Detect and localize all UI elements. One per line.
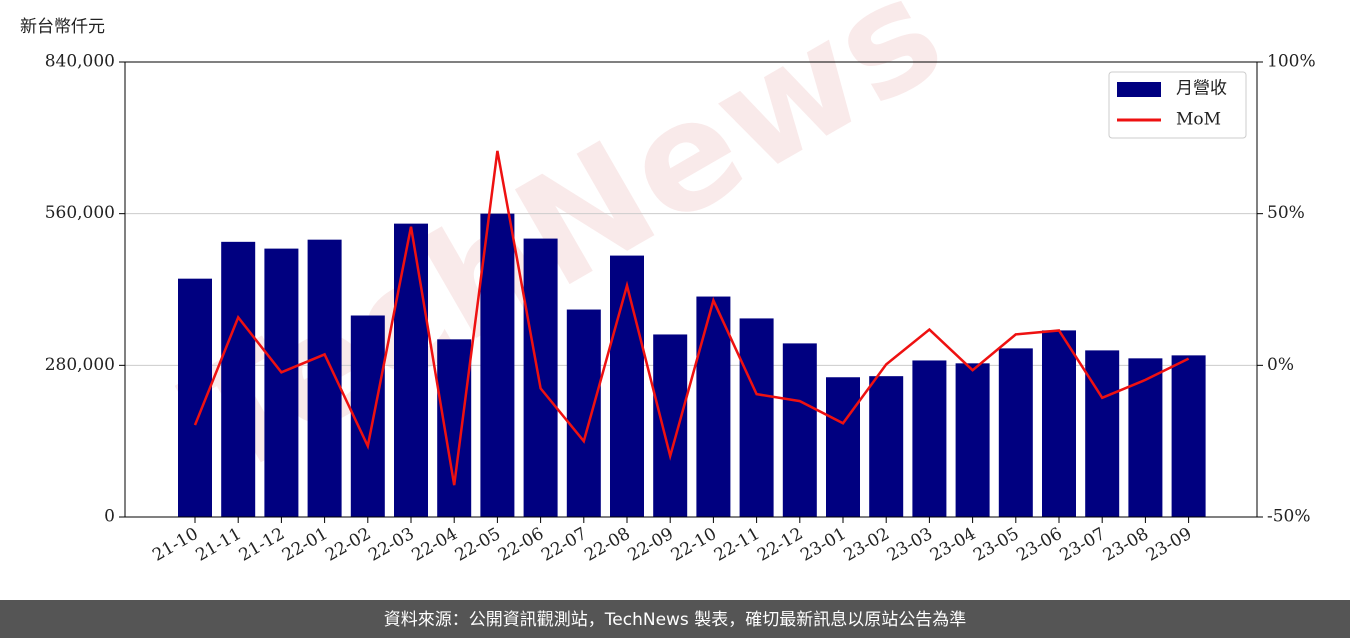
bar xyxy=(955,363,990,517)
bar xyxy=(1128,358,1163,517)
footer: 資料來源：公開資訊觀測站，TechNews 製表，確切最新訊息以原站公告為準 xyxy=(384,610,966,630)
y-axis-label: 新台幣仟元 xyxy=(20,17,105,37)
x-tick-label: 23-04 xyxy=(927,524,979,566)
x-tick-label: 23-09 xyxy=(1143,524,1195,566)
bar xyxy=(394,223,428,517)
x-tick-label: 22-08 xyxy=(581,524,633,566)
bar xyxy=(264,248,299,517)
x-tick-label: 23-02 xyxy=(841,524,893,566)
line xyxy=(193,150,1190,486)
x-tick-label: 21-11 xyxy=(193,524,245,566)
x-tick-label: 22-05 xyxy=(452,524,504,566)
x-tick-label: 21-12 xyxy=(236,524,288,566)
y-tick-label: 280,000 xyxy=(45,355,115,375)
y2-tick-label: 0% xyxy=(1267,355,1294,375)
x-tick-label: 23-01 xyxy=(797,524,849,566)
bar xyxy=(523,238,558,518)
x-tick-label: 22-02 xyxy=(322,524,374,566)
x-tick-label: 23-07 xyxy=(1057,524,1109,566)
bar xyxy=(221,241,256,518)
x-tick-label: 22-04 xyxy=(409,524,461,566)
bar xyxy=(696,296,731,517)
bar xyxy=(739,318,774,517)
bar xyxy=(437,339,472,517)
x-tick-label: 23-03 xyxy=(884,524,936,566)
bar xyxy=(1085,350,1120,517)
bar xyxy=(610,255,644,517)
x-tick-label: 22-10 xyxy=(668,524,720,566)
y-tick-label: 560,000 xyxy=(45,203,115,223)
bar xyxy=(912,360,947,517)
x-tick-label: 23-08 xyxy=(1100,524,1152,566)
x-tick-label: 22-01 xyxy=(279,524,331,566)
legend-label: MoM xyxy=(1176,110,1221,130)
bar xyxy=(350,315,385,517)
y-tick-label: 840,000 xyxy=(45,52,115,72)
bar xyxy=(998,348,1033,517)
bar xyxy=(826,377,860,517)
y2-tick-label: 100% xyxy=(1267,52,1316,72)
bar xyxy=(653,334,688,517)
bar xyxy=(1171,355,1206,517)
legend-swatch xyxy=(1117,82,1161,97)
y2-tick-label: -50% xyxy=(1267,507,1311,527)
x-tick-label: 22-12 xyxy=(754,524,806,566)
x-tick-label: 22-09 xyxy=(625,524,677,566)
x-tick-label: 21-10 xyxy=(149,524,201,566)
bar xyxy=(782,343,817,517)
x-tick-label: 23-06 xyxy=(1013,524,1065,566)
bar xyxy=(1042,330,1076,517)
x-tick-label: 22-07 xyxy=(538,524,590,566)
bar xyxy=(869,376,904,517)
x-tick-label: 22-06 xyxy=(495,524,547,566)
legend-label: 月營收 xyxy=(1176,79,1227,99)
footer-bar xyxy=(0,600,1350,638)
x-tick-label: 22-11 xyxy=(711,524,763,566)
bar xyxy=(480,213,515,517)
plot-frame xyxy=(124,61,1258,518)
y2-tick-label: 50% xyxy=(1267,203,1305,223)
bar xyxy=(566,309,601,517)
y-tick-label: 0 xyxy=(104,507,115,527)
x-tick-label: 22-03 xyxy=(365,524,417,566)
x-tick-label: 23-05 xyxy=(970,524,1022,566)
